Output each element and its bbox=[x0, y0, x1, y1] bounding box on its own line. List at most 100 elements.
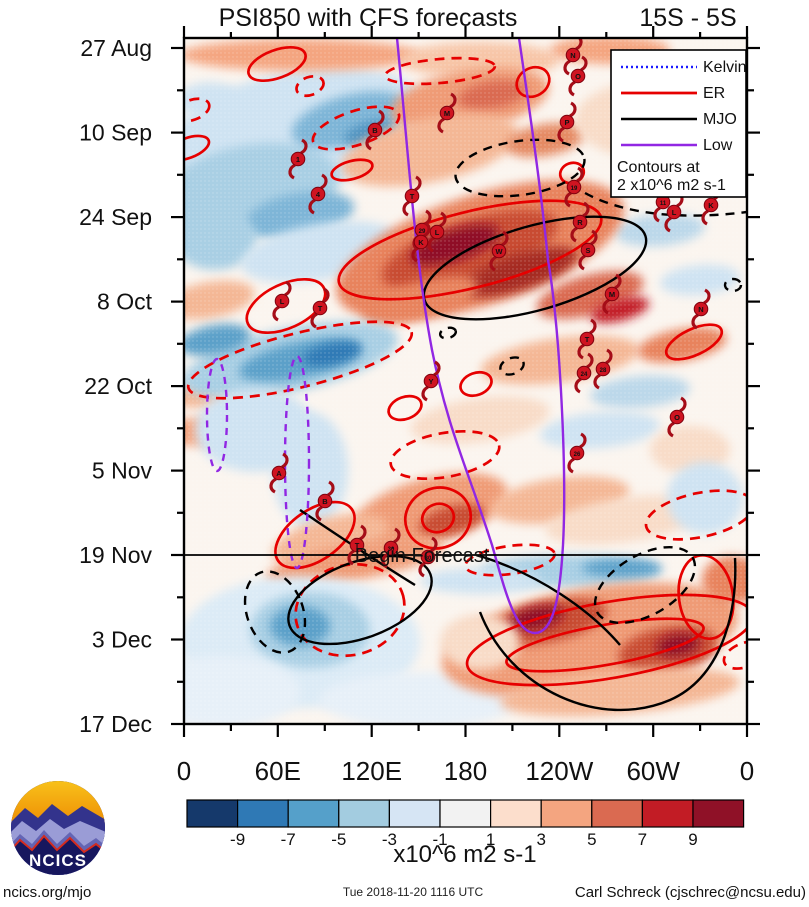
storm-arm-icon bbox=[414, 175, 422, 192]
storm-circle-icon bbox=[429, 224, 445, 240]
storm-label: T bbox=[318, 304, 323, 313]
storm-circle-icon bbox=[703, 197, 719, 213]
storm-arm-icon bbox=[359, 524, 367, 541]
legend-label-low: Low bbox=[703, 137, 733, 154]
colorbar-tick-label: 3 bbox=[536, 830, 545, 849]
storm-circle-icon bbox=[404, 188, 420, 204]
er-contour-solid bbox=[403, 486, 473, 550]
storm-label: 24 bbox=[581, 372, 588, 378]
storm-circle-icon bbox=[565, 47, 581, 63]
storm-circle-icon bbox=[317, 493, 333, 509]
storm-arm-icon bbox=[411, 246, 419, 263]
time-label: 3 Dec bbox=[92, 627, 152, 653]
er-contour-dashed bbox=[644, 489, 747, 541]
time-label: 5 Nov bbox=[92, 458, 153, 484]
storm-label: 28 bbox=[600, 368, 607, 374]
storm-symbol-Y: Y bbox=[421, 360, 441, 402]
storm-arm-icon bbox=[579, 432, 587, 449]
legend-label-mjo: MJO bbox=[703, 111, 737, 128]
storm-label: 1 bbox=[296, 155, 300, 164]
storm-symbol-A: A bbox=[269, 452, 289, 494]
storm-arm-icon bbox=[679, 396, 687, 413]
er-contour-solid bbox=[330, 158, 374, 182]
wave-contours bbox=[184, 38, 747, 712]
storm-arm-icon bbox=[501, 230, 509, 247]
storm-symbol-T: T bbox=[310, 287, 330, 329]
storm-arm-icon bbox=[427, 236, 435, 253]
longitude-label: 180 bbox=[444, 756, 487, 786]
storm-symbol-T: T bbox=[347, 524, 367, 566]
er-contour-dashed bbox=[383, 56, 497, 86]
storm-circle-icon bbox=[579, 331, 595, 347]
storm-circle-icon bbox=[693, 301, 709, 317]
time-axis-labels: 27 Aug 10 Sep 24 Sep 8 Oct 22 Oct 5 Nov 19 Nov… bbox=[79, 35, 153, 737]
storm-arm-icon bbox=[577, 343, 585, 360]
storm-label: T bbox=[410, 192, 415, 201]
storm-label: Y bbox=[428, 377, 433, 386]
storm-arm-icon bbox=[421, 385, 429, 402]
storm-arm-icon bbox=[570, 226, 578, 243]
storm-arm-icon bbox=[691, 313, 699, 330]
er-contour-dashed bbox=[464, 543, 556, 577]
time-label: 24 Sep bbox=[79, 204, 152, 230]
storm-symbols: N O M P B 1 T 4 19 11 L K 29 L K W R S M N L T T 24 28 Y O 26 A B T 30 3… bbox=[269, 38, 721, 578]
storm-label: 26 bbox=[574, 452, 581, 458]
storm-label: M bbox=[609, 290, 615, 299]
logo-ridge-base bbox=[11, 836, 105, 875]
colorbar-tick-label: 5 bbox=[587, 830, 596, 849]
longitude-label: 0 bbox=[177, 756, 191, 786]
storm-arm-icon bbox=[575, 38, 583, 51]
storm-arm-icon bbox=[557, 126, 565, 143]
storm-arm-icon bbox=[433, 360, 441, 377]
storm-arm-icon bbox=[589, 318, 597, 335]
storm-circle-icon bbox=[274, 293, 290, 309]
axis-ticks bbox=[171, 26, 760, 737]
storm-arm-icon bbox=[288, 163, 296, 180]
ncics-logo: NCICS bbox=[11, 781, 105, 875]
storm-label: L bbox=[672, 208, 677, 217]
storm-arm-icon bbox=[605, 348, 613, 365]
storm-circle-icon bbox=[349, 537, 365, 553]
storm-symbol-K: K bbox=[411, 221, 431, 263]
storm-arm-icon bbox=[418, 561, 426, 578]
colorbar-tick-label: -9 bbox=[230, 830, 245, 849]
colorbar-cell bbox=[591, 799, 643, 828]
colorbar-tick-label: -7 bbox=[281, 830, 296, 849]
storm-circle-icon bbox=[271, 465, 287, 481]
storm-label: K bbox=[418, 238, 424, 247]
storm-label: A bbox=[276, 469, 282, 478]
storm-label: O bbox=[674, 413, 680, 422]
mjo-contour-dashed bbox=[723, 277, 743, 293]
mjo-contour-solid bbox=[287, 554, 433, 646]
footer-url: ncics.org/mjo bbox=[3, 884, 91, 901]
er-contour-dashed bbox=[294, 562, 406, 658]
longitude-label: 120W bbox=[525, 756, 593, 786]
storm-circle-icon bbox=[559, 114, 575, 130]
storm-symbol-O: O bbox=[667, 396, 687, 438]
storm-arm-icon bbox=[574, 377, 582, 394]
storm-label: 19 bbox=[571, 186, 578, 192]
colorbar-cell bbox=[641, 799, 694, 828]
er-contour-solid bbox=[465, 593, 747, 687]
mjo-contour-solid bbox=[479, 554, 621, 646]
storm-circle-icon bbox=[576, 365, 592, 381]
colorbar-cell bbox=[540, 799, 593, 828]
storm-label: R bbox=[577, 218, 583, 227]
storm-circle-icon bbox=[580, 242, 596, 258]
storm-arm-icon bbox=[582, 201, 590, 218]
storm-label: O bbox=[575, 72, 581, 81]
storm-circle-icon bbox=[570, 68, 586, 84]
storm-label: W bbox=[495, 247, 503, 256]
storm-arm-icon bbox=[439, 211, 447, 228]
storm-arm-icon bbox=[563, 59, 571, 76]
colorbar-cell bbox=[388, 799, 441, 828]
storm-symbol-L: L bbox=[272, 280, 292, 322]
storm-arm-icon bbox=[590, 229, 598, 246]
storm-circle-icon bbox=[290, 151, 306, 167]
legend-label-er: ER bbox=[703, 85, 725, 102]
storm-circle-icon bbox=[669, 409, 685, 425]
colorbar-tick-label: -3 bbox=[382, 830, 397, 849]
legend-label-kelvin: Kelvin bbox=[703, 59, 747, 76]
